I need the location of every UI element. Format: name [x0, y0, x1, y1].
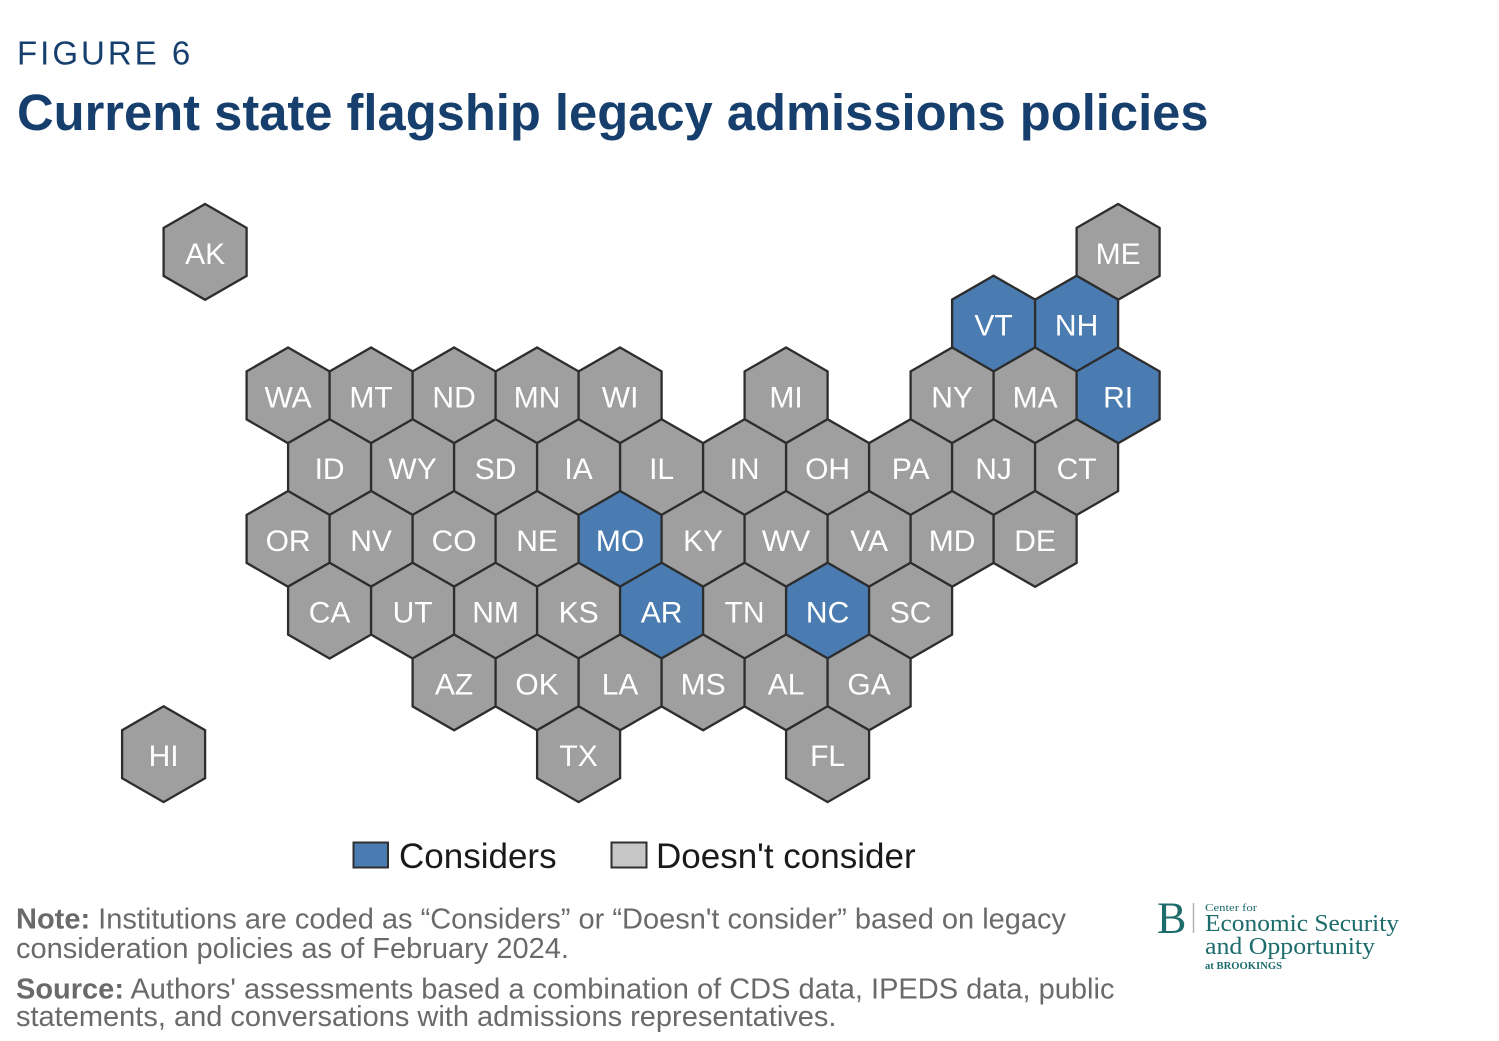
svg-text:ME: ME — [1096, 238, 1141, 271]
svg-text:GA: GA — [847, 668, 890, 701]
svg-text:CA: CA — [309, 597, 351, 630]
svg-text:TN: TN — [725, 597, 765, 630]
svg-text:consideration policies as of F: consideration policies as of February 20… — [16, 933, 569, 965]
svg-text:WA: WA — [264, 381, 311, 414]
svg-text:KY: KY — [683, 525, 723, 558]
svg-text:FL: FL — [810, 740, 845, 773]
svg-text:B: B — [1157, 894, 1186, 943]
svg-text:statements, and conversations: statements, and conversations with admis… — [16, 1001, 836, 1033]
svg-text:and Opportunity: and Opportunity — [1205, 934, 1375, 960]
svg-text:Current state flagship legacy: Current state flagship legacy admissions… — [17, 84, 1209, 141]
svg-text:Doesn't consider: Doesn't consider — [656, 837, 916, 876]
svg-text:Economic Security: Economic Security — [1205, 911, 1399, 937]
svg-text:LA: LA — [602, 668, 639, 701]
svg-text:SD: SD — [475, 453, 517, 486]
svg-text:VA: VA — [850, 525, 888, 558]
svg-text:NH: NH — [1055, 310, 1098, 343]
svg-text:AK: AK — [185, 238, 225, 271]
svg-text:DE: DE — [1014, 525, 1056, 558]
svg-text:MI: MI — [769, 381, 802, 414]
svg-text:UT: UT — [393, 597, 433, 630]
svg-text:NY: NY — [931, 381, 973, 414]
svg-text:MD: MD — [929, 525, 976, 558]
svg-text:NM: NM — [472, 597, 519, 630]
svg-text:ID: ID — [315, 453, 345, 486]
svg-text:Considers: Considers — [399, 837, 557, 876]
svg-text:NJ: NJ — [975, 453, 1012, 486]
svg-text:PA: PA — [892, 453, 930, 486]
svg-text:IA: IA — [564, 453, 592, 486]
svg-text:ND: ND — [432, 381, 475, 414]
svg-text:VT: VT — [974, 310, 1012, 343]
svg-text:NV: NV — [350, 525, 392, 558]
svg-text:TX: TX — [559, 740, 597, 773]
svg-text:AR: AR — [641, 597, 683, 630]
svg-text:IN: IN — [730, 453, 760, 486]
svg-text:OH: OH — [805, 453, 850, 486]
svg-text:OR: OR — [266, 525, 311, 558]
svg-text:Center for: Center for — [1205, 902, 1257, 914]
svg-text:MA: MA — [1013, 381, 1058, 414]
svg-text:AL: AL — [768, 668, 805, 701]
svg-text:MN: MN — [514, 381, 561, 414]
svg-text:SC: SC — [890, 597, 932, 630]
svg-text:at BROOKINGS: at BROOKINGS — [1205, 960, 1282, 972]
svg-text:Source: Authors' assessments b: Source: Authors' assessments based a com… — [16, 974, 1114, 1006]
svg-text:OK: OK — [515, 668, 558, 701]
svg-text:MT: MT — [349, 381, 392, 414]
svg-text:WY: WY — [388, 453, 436, 486]
svg-text:KS: KS — [559, 597, 599, 630]
svg-text:WV: WV — [762, 525, 810, 558]
svg-text:CO: CO — [432, 525, 477, 558]
svg-text:AZ: AZ — [435, 668, 473, 701]
svg-text:HI: HI — [149, 740, 179, 773]
svg-text:FIGURE 6: FIGURE 6 — [17, 35, 193, 72]
svg-text:NC: NC — [806, 597, 849, 630]
svg-text:WI: WI — [602, 381, 639, 414]
svg-text:MO: MO — [596, 525, 644, 558]
svg-text:RI: RI — [1103, 381, 1133, 414]
svg-text:NE: NE — [516, 525, 558, 558]
svg-text:CT: CT — [1057, 453, 1097, 486]
svg-text:IL: IL — [649, 453, 674, 486]
svg-text:MS: MS — [681, 668, 726, 701]
svg-text:Note: Institutions are coded a: Note: Institutions are coded as “Conside… — [16, 904, 1067, 936]
